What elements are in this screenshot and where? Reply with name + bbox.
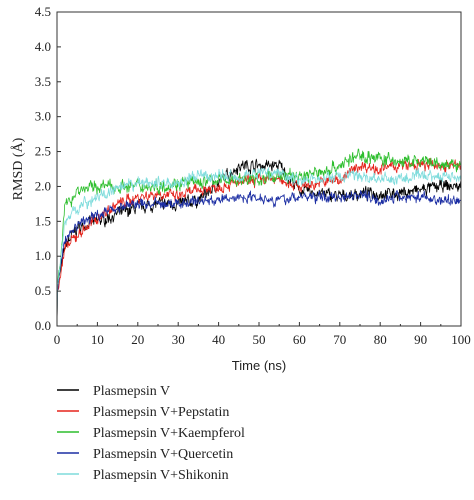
y-tick-label: 2.5	[35, 144, 51, 159]
y-tick-label: 4.5	[35, 4, 51, 19]
x-tick-label: 70	[333, 332, 346, 347]
x-tick-label: 40	[212, 332, 225, 347]
y-tick-label: 1.0	[35, 248, 51, 263]
x-tick-label: 90	[414, 332, 427, 347]
x-axis-label: Time (ns)	[232, 358, 286, 373]
plot-lines	[56, 148, 462, 327]
x-tick-label: 10	[91, 332, 104, 347]
x-axis-ticks: 0 10 20 30 40 50 60 70 80 90 100	[54, 322, 471, 347]
y-tick-label: 0.5	[35, 283, 51, 298]
y-tick-label: 1.5	[35, 213, 51, 228]
y-axis-label: RMSD (Å)	[10, 137, 26, 200]
x-tick-label: 20	[131, 332, 144, 347]
y-tick-label: 2.0	[35, 178, 51, 193]
legend-label: Plasmepsin V+Quercetin	[93, 447, 233, 462]
legend-label: Plasmepsin V+Shikonin	[93, 468, 229, 483]
x-tick-label: 80	[374, 332, 387, 347]
plot-frame	[56, 11, 462, 327]
legend: Plasmepsin V Plasmepsin V+Pepstatin Plasme…	[57, 384, 245, 483]
series-line	[56, 157, 462, 327]
legend-label: Plasmepsin V+Kaempferol	[93, 426, 245, 441]
y-tick-label: 3.5	[35, 74, 51, 89]
series-line	[56, 167, 462, 327]
y-axis-ticks: 0.0 0.5 1.0 1.5 2.0 2.5 3.0 3.5 4.0 4.5	[35, 4, 61, 333]
series-line	[56, 189, 462, 327]
legend-label: Plasmepsin V	[93, 384, 170, 399]
y-tick-label: 0.0	[35, 318, 51, 333]
legend-label: Plasmepsin V+Pepstatin	[93, 405, 229, 420]
series-line	[56, 148, 462, 327]
y-tick-label: 3.0	[35, 109, 51, 124]
x-tick-label: 0	[54, 332, 61, 347]
x-tick-label: 50	[253, 332, 266, 347]
x-tick-label: 100	[451, 332, 471, 347]
x-tick-label: 30	[172, 332, 185, 347]
y-tick-label: 4.0	[35, 39, 51, 54]
x-tick-label: 60	[293, 332, 306, 347]
